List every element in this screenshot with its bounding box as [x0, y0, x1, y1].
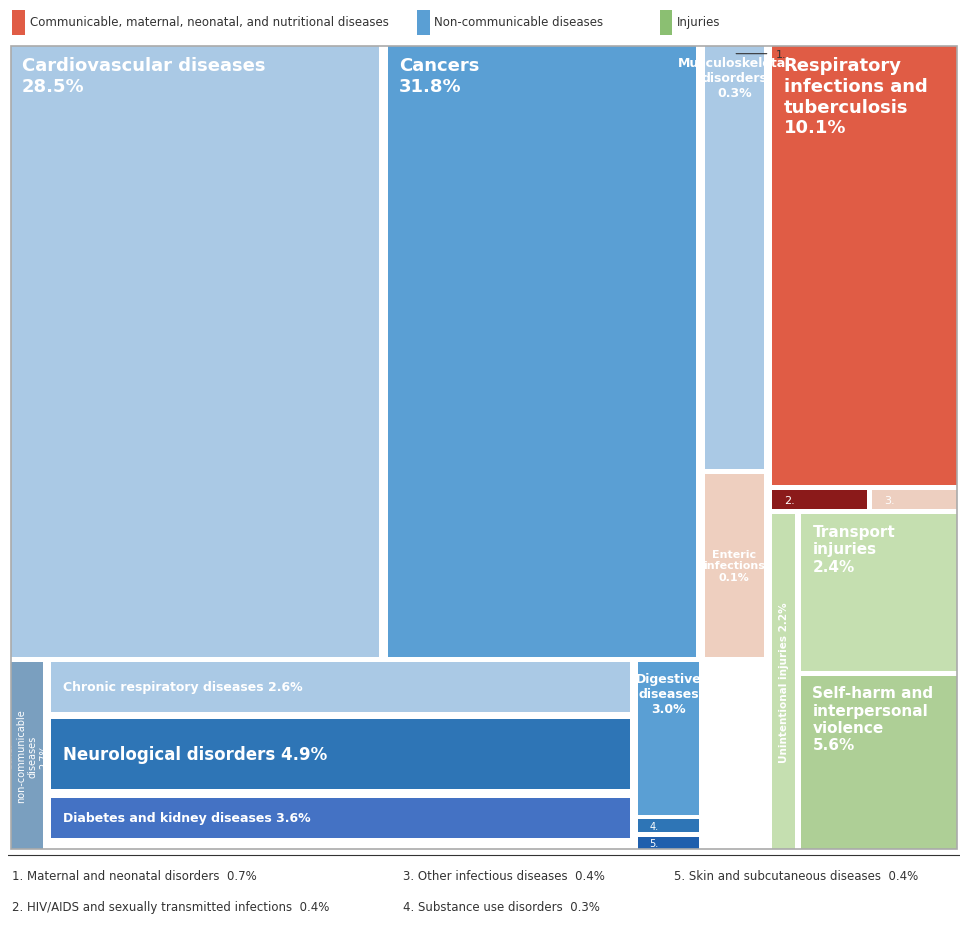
Bar	[773, 515, 795, 849]
Bar	[705, 475, 764, 657]
Bar	[705, 48, 764, 469]
Text: Transport
injuries
2.4%: Transport injuries 2.4%	[812, 524, 895, 574]
Bar	[11, 662, 43, 849]
Bar	[873, 490, 957, 510]
Bar	[12, 11, 25, 36]
Text: Unintentional injuries 2.2%: Unintentional injuries 2.2%	[779, 602, 789, 762]
Text: 3. Other infectious diseases  0.4%: 3. Other infectious diseases 0.4%	[403, 869, 605, 882]
Text: Cardiovascular diseases
28.5%: Cardiovascular diseases 28.5%	[22, 57, 266, 95]
Text: Self-harm and
interpersonal
violence
5.6%: Self-harm and interpersonal violence 5.6…	[812, 685, 933, 753]
Text: 2.: 2.	[783, 495, 795, 505]
Bar	[388, 48, 696, 657]
Bar	[660, 11, 672, 36]
Text: 4. Substance use disorders  0.3%: 4. Substance use disorders 0.3%	[403, 900, 600, 913]
Bar	[418, 11, 429, 36]
Bar	[638, 820, 699, 832]
Text: 1. Maternal and neonatal disorders  0.7%: 1. Maternal and neonatal disorders 0.7%	[12, 869, 257, 882]
Bar	[52, 720, 630, 790]
Text: Injuries: Injuries	[677, 16, 721, 29]
Text: Neurological disorders 4.9%: Neurological disorders 4.9%	[63, 746, 327, 764]
Bar	[773, 48, 957, 486]
Bar	[638, 662, 699, 814]
Bar	[52, 662, 630, 712]
Text: Respiratory
infections and
tuberculosis
10.1%: Respiratory infections and tuberculosis …	[783, 57, 927, 138]
Text: 3.: 3.	[884, 495, 895, 505]
Bar	[638, 837, 699, 849]
Bar	[801, 515, 957, 671]
Text: 1.: 1.	[777, 50, 787, 60]
Bar	[773, 490, 867, 510]
Text: Cancers
31.8%: Cancers 31.8%	[399, 57, 479, 95]
Bar	[11, 48, 379, 657]
Bar	[705, 475, 764, 657]
Text: Digestive
diseases
3.0%: Digestive diseases 3.0%	[636, 672, 702, 715]
Text: Diabetes and kidney diseases 3.6%: Diabetes and kidney diseases 3.6%	[63, 812, 310, 825]
Text: Communicable, maternal, neonatal, and nutritional diseases: Communicable, maternal, neonatal, and nu…	[30, 16, 389, 29]
Text: 4.: 4.	[650, 821, 659, 831]
Text: Enteric
infections
0.1%: Enteric infections 0.1%	[704, 549, 765, 582]
Text: Musculoskeletal
disorders
0.3%: Musculoskeletal disorders 0.3%	[678, 57, 790, 100]
Bar	[52, 797, 630, 838]
Text: 2. HIV/AIDS and sexually transmitted infections  0.4%: 2. HIV/AIDS and sexually transmitted inf…	[12, 900, 330, 913]
Text: 5.: 5.	[650, 839, 659, 848]
Bar	[801, 676, 957, 849]
Text: Chronic respiratory diseases 2.6%: Chronic respiratory diseases 2.6%	[63, 680, 302, 694]
Text: Non-communicable diseases: Non-communicable diseases	[434, 16, 604, 29]
Text: 5. Skin and subcutaneous diseases  0.4%: 5. Skin and subcutaneous diseases 0.4%	[674, 869, 919, 882]
Text: Other
non-communicable
diseases
2.7%: Other non-communicable diseases 2.7%	[5, 709, 49, 802]
